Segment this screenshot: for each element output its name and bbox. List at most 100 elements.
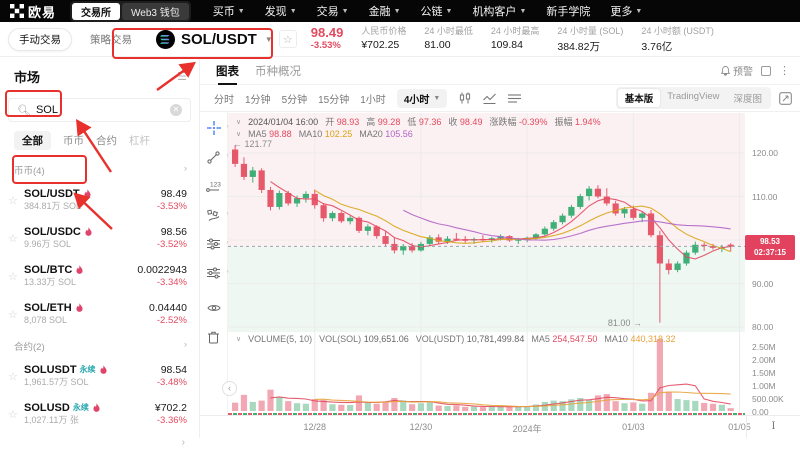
search-input[interactable] bbox=[35, 104, 170, 116]
favorite-star-button[interactable]: ☆ bbox=[278, 30, 297, 48]
section-arrow-icon: › bbox=[183, 339, 187, 350]
trendline-tool[interactable]: › bbox=[206, 149, 229, 165]
pair-selector[interactable]: SOL/USDT ▼ bbox=[156, 29, 273, 49]
pair-name: SOL/USDT bbox=[181, 30, 257, 48]
market-row-sol-usdt[interactable]: ☆ SOL/USDT 384.81万 SOL 98.49 -3.53% bbox=[8, 187, 187, 212]
star-icon[interactable]: ☆ bbox=[8, 408, 18, 421]
interval-15分钟[interactable]: 15分钟 bbox=[318, 94, 350, 106]
search-box[interactable]: 🔍︎ ✕ bbox=[8, 98, 191, 122]
market-tab-1[interactable]: 币币 bbox=[63, 135, 84, 147]
nav-item-3[interactable]: 金融 ▼ bbox=[368, 6, 401, 18]
time-tick: 01/05 bbox=[728, 422, 751, 432]
sidebar-more-arrow[interactable]: › bbox=[181, 437, 185, 448]
interval-5分钟[interactable]: 5分钟 bbox=[281, 94, 308, 106]
indicators-icon[interactable] bbox=[483, 93, 497, 104]
view-2[interactable]: 深度图 bbox=[733, 94, 762, 105]
search-icon: 🔍︎ bbox=[17, 104, 31, 117]
star-icon[interactable]: ☆ bbox=[8, 270, 18, 283]
chevron-down-icon: ▼ bbox=[635, 7, 643, 15]
price-change: -3.53% bbox=[310, 40, 341, 51]
nav-item-6[interactable]: 新手学院 bbox=[546, 6, 591, 18]
market-tab-2[interactable]: 合约 bbox=[96, 135, 117, 147]
section-header-1[interactable]: 合约(2) › bbox=[14, 339, 187, 353]
clear-search-icon[interactable]: ✕ bbox=[170, 104, 182, 116]
ohlc-info-line: ∨ 2024/01/04 16:00 开 98.93 高 99.28 低 97.36 收 … bbox=[236, 116, 601, 128]
view-0[interactable]: 基本版 bbox=[617, 89, 661, 107]
stat-4: 24 小时额 (USDT) 3.76亿 bbox=[641, 26, 714, 53]
svg-text:123: 123 bbox=[210, 181, 221, 188]
brush-tool[interactable]: › bbox=[206, 207, 229, 223]
top-navbar: 欧易 交易所 Web3 钱包 买币 ▼ 发现 ▼ 交易 ▼ 金融 ▼ 公链 ▼ 机构客户 ▼ 新手学院 更… bbox=[0, 0, 800, 22]
chart-view-switch: 基本版 TradingView 深度图 bbox=[615, 87, 771, 109]
hide-drawings-eye-icon[interactable] bbox=[206, 300, 222, 316]
ma-info-line: ∨ MA5 98.88 MA10 102.25 MA20 105.56 bbox=[236, 129, 413, 139]
volume-info-line: ∨ VOLUME(5, 10) VOL(SOL) 109,651.06 VOL(USD… bbox=[236, 334, 676, 344]
nav-item-2[interactable]: 交易 ▼ bbox=[316, 6, 349, 18]
alert-button[interactable]: 预警 bbox=[721, 63, 753, 78]
chart-settings-icon[interactable] bbox=[508, 93, 522, 104]
interval-1分钟[interactable]: 1分钟 bbox=[245, 94, 271, 106]
candle-style-icon[interactable] bbox=[459, 92, 471, 104]
star-icon[interactable]: ☆ bbox=[8, 370, 18, 383]
market-row-sol-usdc[interactable]: ☆ SOL/USDC 9.96万 SOL 98.56 -3.52% bbox=[8, 225, 187, 250]
market-row-sol-eth[interactable]: ☆ SOL/ETH 8,078 SOL 0.04440 -2.52% bbox=[8, 301, 187, 326]
market-list: 币币(4) › ☆ SOL/USDT 384.81万 SOL 98.49 -3.53% ☆ SO… bbox=[0, 157, 199, 433]
price-axis: 120.00110.00100.0090.0080.002.50M2.00M1.… bbox=[746, 112, 800, 417]
text-cursor-icon: I bbox=[771, 421, 776, 432]
okx-logo-icon bbox=[10, 4, 24, 18]
section-header-0[interactable]: 币币(4) › bbox=[14, 163, 187, 177]
interval-1小时[interactable]: 1小时 bbox=[360, 94, 386, 106]
time-axis[interactable]: 12/28 12/30 2024年 01/03 01/05 bbox=[200, 415, 800, 438]
chevron-down-icon: ▼ bbox=[237, 7, 245, 15]
exchange-tab[interactable]: 交易所 bbox=[72, 2, 121, 20]
pane-collapse-button[interactable]: ‹ bbox=[222, 381, 237, 396]
more-options-icon[interactable]: ⋮ bbox=[779, 65, 790, 77]
tab-chart[interactable]: 图表 bbox=[216, 57, 239, 85]
interval-buttons: 分时 1分钟 5分钟 15分钟 1小时 4小时 ▼ bbox=[214, 88, 448, 108]
pair-chevron-down-icon: ▼ bbox=[264, 34, 273, 44]
market-tab-0[interactable]: 全部 bbox=[14, 131, 51, 150]
strategy-trade-button[interactable]: 策略交易 bbox=[80, 28, 142, 50]
mode-toggle: 交易所 Web3 钱包 bbox=[70, 0, 191, 22]
nav-item-5[interactable]: 机构客户 ▼ bbox=[472, 6, 527, 18]
tab-coin-overview[interactable]: 币种概况 bbox=[255, 65, 301, 78]
chart-panel: 图表 币种概况 预警 ⋮ 分时 1分钟 5分钟 15分钟 1小时 4小时 ▼ bbox=[200, 57, 800, 438]
sidebar-settings-icon[interactable]: ☰ bbox=[177, 71, 187, 83]
stat-1: 24 小时最低 81.00 bbox=[424, 26, 473, 51]
chart-toolbar: 分时 1分钟 5分钟 15分钟 1小时 4小时 ▼ 基本版 TradingView 深度图 bbox=[200, 85, 800, 112]
sliders-tool[interactable]: › bbox=[206, 236, 229, 252]
view-1[interactable]: TradingView bbox=[667, 91, 720, 102]
nav-item-4[interactable]: 公链 ▼ bbox=[420, 6, 453, 18]
delete-drawings-trash-icon[interactable] bbox=[206, 329, 222, 345]
market-filter-tabs: 全部 币币 合约 杠杆 bbox=[0, 122, 199, 157]
candle-countdown: 02:37:15 bbox=[753, 247, 787, 257]
star-icon[interactable]: ☆ bbox=[8, 194, 18, 207]
fullscreen-icon[interactable] bbox=[779, 91, 792, 105]
time-tick: 12/28 bbox=[303, 422, 327, 432]
interval-分时[interactable]: 分时 bbox=[214, 94, 234, 106]
time-tick: 12/30 bbox=[409, 422, 433, 432]
market-tab-3[interactable]: 杠杆 bbox=[129, 135, 150, 147]
okx-logo[interactable]: 欧易 bbox=[10, 2, 56, 21]
star-icon[interactable]: ☆ bbox=[8, 232, 18, 245]
nav-item-1[interactable]: 发现 ▼ bbox=[264, 6, 297, 18]
chart-tabs-row: 图表 币种概况 预警 ⋮ bbox=[200, 57, 800, 85]
market-row-solusdt[interactable]: ☆ SOLUSDT 永续 1,961.57万 SOL 98.54 -3.48% bbox=[8, 363, 187, 388]
web3-wallet-tab[interactable]: Web3 钱包 bbox=[122, 2, 189, 20]
drawing-toolbar: › › 123 › › › bbox=[200, 112, 229, 415]
indicator-params-tool[interactable]: › bbox=[206, 265, 229, 281]
layout-icon[interactable] bbox=[761, 65, 771, 76]
market-row-solusd[interactable]: ☆ SOLUSD 永续 1,027.11万 张 ¥702.2 -3.36% bbox=[8, 401, 187, 426]
price-label-tool[interactable]: 123 bbox=[206, 178, 222, 194]
interval-active[interactable]: 4小时 ▼ bbox=[396, 88, 448, 108]
manual-trade-button[interactable]: 手动交易 bbox=[8, 27, 72, 51]
nav-item-0[interactable]: 买币 ▼ bbox=[212, 6, 245, 18]
candlestick-chart[interactable] bbox=[200, 57, 800, 438]
nav-item-7[interactable]: 更多 ▼ bbox=[610, 6, 643, 18]
bell-icon bbox=[721, 65, 730, 76]
crosshair-tool[interactable]: › bbox=[206, 120, 229, 136]
stat-2: 24 小时最高 109.84 bbox=[490, 26, 540, 51]
axis-corner-tool[interactable]: I bbox=[746, 415, 800, 438]
star-icon[interactable]: ☆ bbox=[8, 308, 18, 321]
market-row-sol-btc[interactable]: ☆ SOL/BTC 13.33万 SOL 0.0022943 -3.34% bbox=[8, 263, 187, 288]
